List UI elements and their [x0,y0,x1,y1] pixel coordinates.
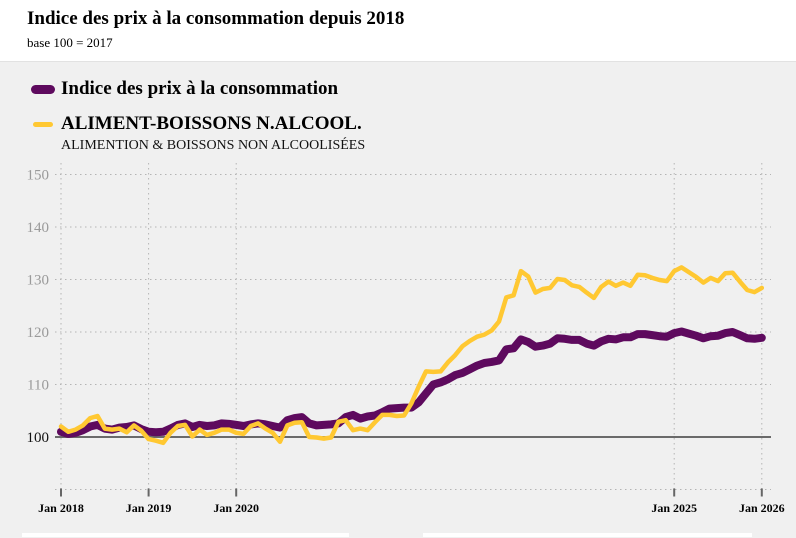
chart-panel [0,61,796,538]
x-tick-label: Jan 2025 [651,501,697,515]
y-tick-label: 120 [27,325,50,341]
y-tick-label: 150 [27,168,50,184]
bottom-strip-right [423,533,752,537]
legend-swatch-cpi [31,84,55,94]
x-tick-label: Jan 2018 [38,501,84,515]
y-tick-label: 110 [27,378,49,394]
y-tick-label: 100 [27,430,50,446]
chart-subtitle: base 100 = 2017 [27,35,113,50]
x-tick-label: Jan 2019 [126,501,172,515]
chart-title: Indice des prix à la consommation depuis… [27,8,405,29]
x-tick-label: Jan 2020 [213,501,259,515]
series-line-1 [58,265,765,446]
y-tick-label: 130 [27,273,50,289]
legend-label-food: ALIMENT-BOISSONS N.ALCOOL. [61,113,362,134]
series-group [57,265,766,446]
legend-swatch-food [33,121,53,127]
y-axis: 100 110 120 130 140 150 [27,168,50,447]
legend-item-cpi[interactable]: Indice des prix à la consommation [31,78,338,100]
series-line-0 [57,327,766,438]
y-tick-label: 140 [27,220,50,236]
legend-label-cpi: Indice des prix à la consommation [61,78,339,99]
legend-sublabel-food: ALIMENTION & BOISSONS NON ALCOOLISÉES [61,138,366,153]
x-axis: Jan 2018 Jan 2019 Jan 2020 Jan 2025 Jan 2026 [38,488,785,515]
x-tick-label: Jan 2026 [739,501,785,515]
legend-item-food[interactable]: ALIMENT-BOISSONS N.ALCOOL. [33,113,362,135]
bottom-strip-left [22,533,349,537]
